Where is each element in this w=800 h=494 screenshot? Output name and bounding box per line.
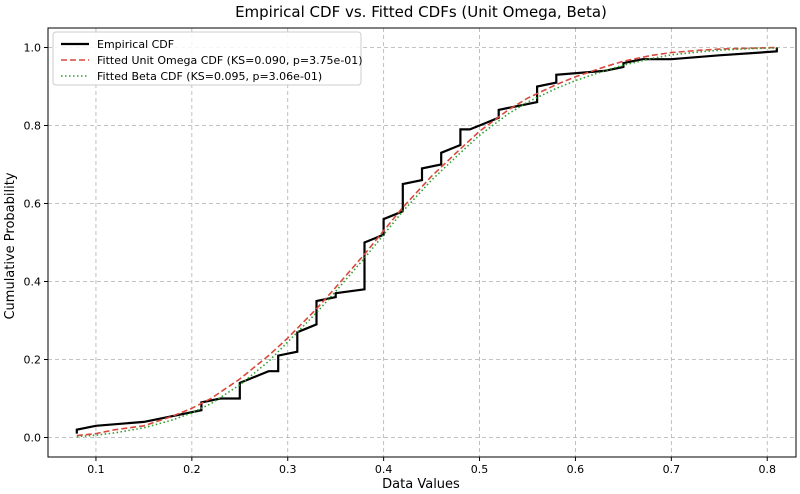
legend-entry-0: Empirical CDF xyxy=(97,38,174,51)
y-tick-label: 0.0 xyxy=(24,432,42,445)
x-tick-label: 0.5 xyxy=(471,463,489,476)
chart-title: Empirical CDF vs. Fitted CDFs (Unit Omeg… xyxy=(235,3,607,21)
legend: Empirical CDF Fitted Unit Omega CDF (KS=0… xyxy=(52,31,363,86)
x-tick-label: 0.7 xyxy=(663,463,681,476)
legend-entry-1: Fitted Unit Omega CDF (KS=0.090, p=3.75e… xyxy=(97,54,363,67)
y-tick-label: 1.0 xyxy=(24,42,42,55)
x-tick-label: 0.3 xyxy=(279,463,297,476)
series-line-1 xyxy=(76,46,777,437)
y-axis-label: Cumulative Probability xyxy=(3,172,18,319)
legend-entry-2: Fitted Beta CDF (KS=0.095, p=3.06e-01) xyxy=(97,70,322,83)
x-tick-label: 0.8 xyxy=(758,463,776,476)
series-layer xyxy=(75,46,778,438)
plot-frame xyxy=(47,27,797,458)
grid xyxy=(48,28,796,457)
x-tick-label: 0.2 xyxy=(183,463,201,476)
y-tick-label: 0.2 xyxy=(24,354,42,367)
y-tick-label: 0.6 xyxy=(24,198,42,211)
x-tick-label: 0.4 xyxy=(375,463,393,476)
y-tick-label: 0.8 xyxy=(24,120,42,133)
ticks: 0.1 0.2 0.3 0.4 0.5 0.6 0.7 0.8 0.0 0.2 0.4 0.6 0.8 1… xyxy=(24,42,776,477)
y-tick-label: 0.4 xyxy=(24,276,42,289)
x-tick-label: 0.6 xyxy=(567,463,585,476)
x-axis-label: Data Values xyxy=(382,477,460,492)
x-tick-label: 0.1 xyxy=(87,463,105,476)
legend-box xyxy=(52,31,362,86)
